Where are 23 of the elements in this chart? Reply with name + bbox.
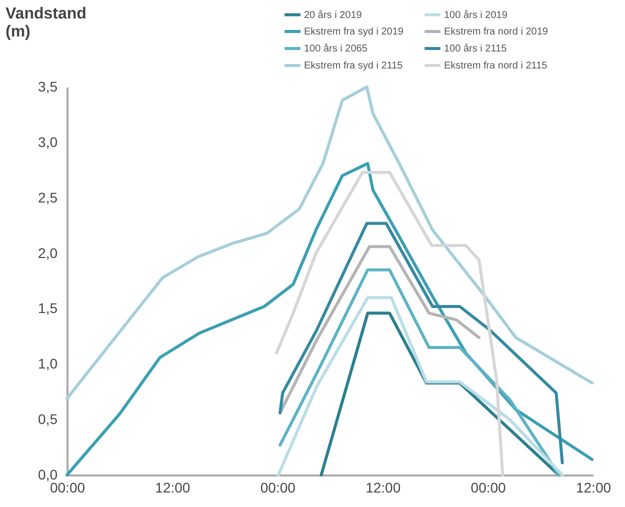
y-tick-label: 2,5 [38, 189, 58, 206]
legend-label: Ekstrem fra nord i 2115 [444, 60, 548, 72]
legend-label: Ekstrem fra syd i 2115 [304, 60, 404, 72]
legend-label: Ekstrem fra syd i 2019 [304, 26, 404, 38]
y-tick-label: 1,0 [38, 356, 58, 372]
y-tick-label: 0,5 [38, 411, 58, 428]
legend-label: Ekstrem fra nord i 2019 [444, 26, 548, 38]
x-tick-label: 00:00 [470, 480, 506, 496]
y-tick-label: 2,0 [38, 244, 58, 261]
x-tick-label: 00:00 [50, 480, 86, 496]
legend-label: 100 års i 2065 [304, 42, 368, 54]
x-tick-label: 12:00 [366, 480, 401, 496]
y-tick-label: 1,5 [38, 300, 58, 316]
legend-label: 20 års i 2019 [304, 8, 362, 21]
x-tick-label: 12:00 [576, 480, 612, 496]
y-tick-label: 3,5 [38, 78, 58, 94]
x-tick-label: 00:00 [260, 480, 296, 496]
x-tick-label: 12:00 [155, 480, 190, 496]
y-tick-label: 3,0 [38, 134, 58, 150]
y-axis-title: Vandstand (m) [6, 6, 86, 40]
legend-label: 100 års i 2019 [444, 8, 508, 21]
y-tick-label: 0,0 [38, 466, 58, 482]
legend-label: 100 års i 2115 [444, 42, 508, 54]
